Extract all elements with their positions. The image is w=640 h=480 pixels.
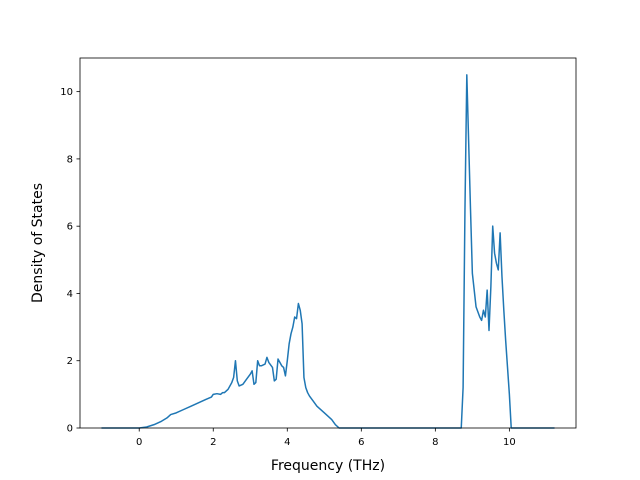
y-tick-label: 4 [67, 289, 73, 300]
y-axis-label: Density of States [30, 183, 46, 303]
dos-series-line [101, 74, 555, 429]
y-tick-label: 8 [67, 154, 73, 165]
y-tick-label: 2 [67, 356, 73, 367]
plot-area [80, 58, 576, 428]
plot-frame [79, 57, 577, 429]
x-axis-label: Frequency (THz) [271, 458, 385, 474]
x-tick-label: 10 [503, 437, 516, 448]
x-tick-label: 2 [210, 437, 216, 448]
x-tick-label: 8 [432, 437, 438, 448]
y-tick-label: 6 [67, 222, 73, 233]
y-axis-ticks: 0 2 4 6 8 10 [60, 87, 80, 435]
x-axis-ticks: 0 2 4 6 8 10 [136, 428, 516, 448]
x-tick-label: 4 [284, 437, 290, 448]
x-tick-label: 6 [358, 437, 364, 448]
y-tick-label: 10 [60, 87, 73, 98]
x-tick-label: 0 [136, 437, 142, 448]
y-tick-label: 0 [67, 424, 73, 435]
